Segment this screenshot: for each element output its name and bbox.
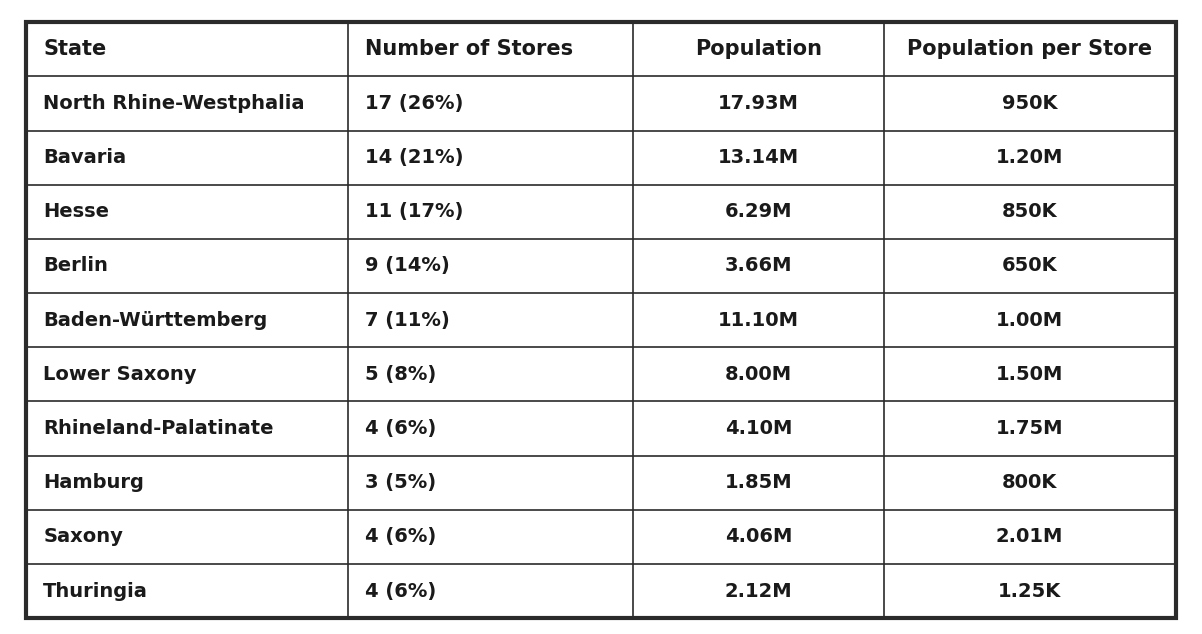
Text: 850K: 850K (1001, 202, 1058, 221)
Text: 1.00M: 1.00M (996, 311, 1064, 330)
Text: 3 (5%): 3 (5%) (365, 473, 436, 492)
Text: 4.06M: 4.06M (725, 527, 792, 547)
Text: 11.10M: 11.10M (718, 311, 799, 330)
Text: 4 (6%): 4 (6%) (365, 527, 436, 547)
Text: 7 (11%): 7 (11%) (365, 311, 450, 330)
Text: Hesse: Hesse (43, 202, 109, 221)
Text: Population: Population (695, 39, 822, 60)
Text: 1.50M: 1.50M (996, 365, 1064, 384)
Text: 4 (6%): 4 (6%) (365, 419, 436, 438)
Text: State: State (43, 39, 107, 60)
Text: Lower Saxony: Lower Saxony (43, 365, 197, 384)
Text: Number of Stores: Number of Stores (365, 39, 573, 60)
Text: 1.85M: 1.85M (725, 473, 792, 492)
Text: Rhineland-Palatinate: Rhineland-Palatinate (43, 419, 274, 438)
Text: 4.10M: 4.10M (725, 419, 792, 438)
Text: 5 (8%): 5 (8%) (365, 365, 436, 384)
Text: 950K: 950K (1002, 94, 1058, 113)
Text: Bavaria: Bavaria (43, 148, 126, 167)
Text: Hamburg: Hamburg (43, 473, 144, 492)
Text: 14 (21%): 14 (21%) (365, 148, 464, 167)
Text: 1.25K: 1.25K (998, 581, 1061, 600)
Text: 650K: 650K (1001, 257, 1058, 276)
Text: 13.14M: 13.14M (718, 148, 799, 167)
Text: Thuringia: Thuringia (43, 581, 148, 600)
Text: 1.75M: 1.75M (996, 419, 1064, 438)
Text: 2.12M: 2.12M (725, 581, 792, 600)
Text: 2.01M: 2.01M (996, 527, 1064, 547)
Text: Population per Store: Population per Store (908, 39, 1153, 60)
Text: 800K: 800K (1002, 473, 1058, 492)
Text: North Rhine-Westphalia: North Rhine-Westphalia (43, 94, 305, 113)
Text: 8.00M: 8.00M (725, 365, 792, 384)
Text: 4 (6%): 4 (6%) (365, 581, 436, 600)
Text: 1.20M: 1.20M (996, 148, 1064, 167)
Text: Saxony: Saxony (43, 527, 123, 547)
Text: 11 (17%): 11 (17%) (365, 202, 464, 221)
Text: 6.29M: 6.29M (725, 202, 792, 221)
Text: Berlin: Berlin (43, 257, 108, 276)
Text: 17 (26%): 17 (26%) (365, 94, 464, 113)
Text: 17.93M: 17.93M (718, 94, 799, 113)
Text: Baden-Württemberg: Baden-Württemberg (43, 311, 268, 330)
Text: 3.66M: 3.66M (725, 257, 792, 276)
Text: 9 (14%): 9 (14%) (365, 257, 450, 276)
